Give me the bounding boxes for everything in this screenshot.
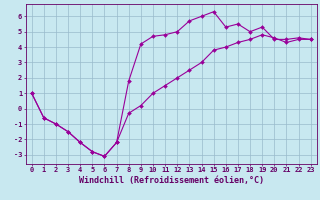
X-axis label: Windchill (Refroidissement éolien,°C): Windchill (Refroidissement éolien,°C) [79,176,264,185]
